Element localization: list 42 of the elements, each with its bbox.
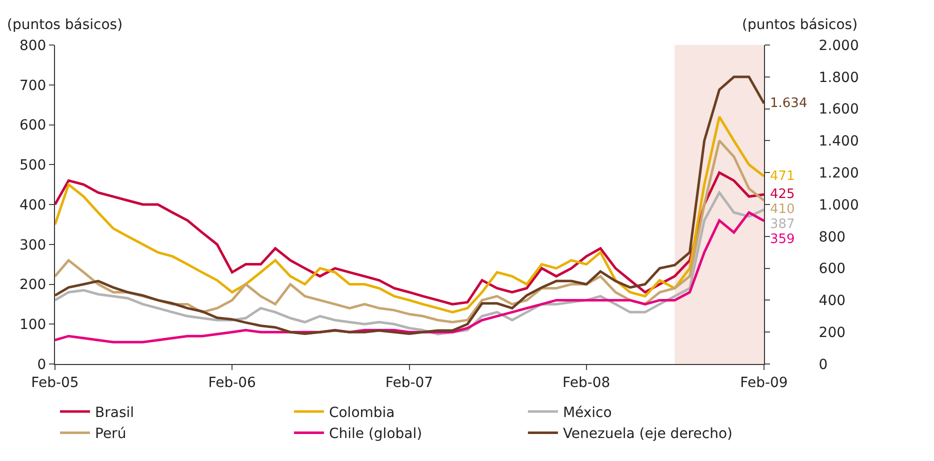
y-tick-label: 700 bbox=[19, 78, 46, 94]
y-tick-label: 100 bbox=[19, 317, 46, 334]
x-tick-label: Feb-06 bbox=[208, 374, 256, 391]
y-tick-label: 500 bbox=[19, 158, 46, 174]
y2-tick-label: 800 bbox=[818, 229, 846, 246]
line-series bbox=[55, 171, 764, 306]
y-tick-label: 600 bbox=[19, 118, 46, 134]
y2-tick-label: 400 bbox=[818, 293, 846, 310]
x-tick-label: Feb-08 bbox=[562, 374, 610, 391]
y-tick-label: 400 bbox=[19, 197, 46, 214]
x-tick-label: Feb-09 bbox=[740, 374, 788, 391]
y2-tick-label: 1.800 bbox=[818, 70, 859, 86]
legend-label: México bbox=[562, 404, 612, 421]
y2-axis-title: (puntos básicos) bbox=[742, 17, 858, 33]
y2-tick-label: 1.600 bbox=[818, 102, 859, 118]
y2-tick-label: 1.000 bbox=[818, 197, 859, 214]
data-label: 1.634 bbox=[770, 96, 808, 111]
line-series bbox=[55, 116, 764, 314]
y-tick-label: 0 bbox=[37, 356, 46, 373]
y-tick-label: 800 bbox=[19, 38, 46, 54]
y-axis-title: (puntos básicos) bbox=[7, 17, 123, 33]
line-series bbox=[55, 76, 764, 335]
legend-label: Venezuela (eje derecho) bbox=[562, 426, 732, 442]
y2-tick-label: 600 bbox=[818, 261, 846, 278]
y2-tick-label: 1.200 bbox=[818, 166, 859, 182]
legend-label: Perú bbox=[95, 426, 126, 442]
y2-tick-label: 0 bbox=[818, 356, 828, 373]
y2-tick-label: 1.400 bbox=[818, 134, 859, 150]
legend-label: Chile (global) bbox=[328, 426, 422, 442]
x-tick-label: Feb-07 bbox=[385, 374, 434, 391]
data-label: 387 bbox=[770, 217, 795, 232]
data-label: 410 bbox=[770, 202, 795, 217]
legend-label: Brasil bbox=[95, 404, 134, 421]
x-tick-label: Feb-05 bbox=[31, 374, 79, 391]
y-tick-label: 300 bbox=[19, 237, 46, 254]
data-label: 471 bbox=[770, 169, 795, 184]
data-label: 425 bbox=[770, 187, 795, 202]
y2-tick-label: 2.000 bbox=[818, 38, 859, 54]
y-tick-label: 200 bbox=[19, 277, 46, 294]
y2-tick-label: 200 bbox=[818, 325, 846, 341]
legend-label: Colombia bbox=[328, 404, 395, 421]
data-label: 359 bbox=[770, 232, 795, 247]
